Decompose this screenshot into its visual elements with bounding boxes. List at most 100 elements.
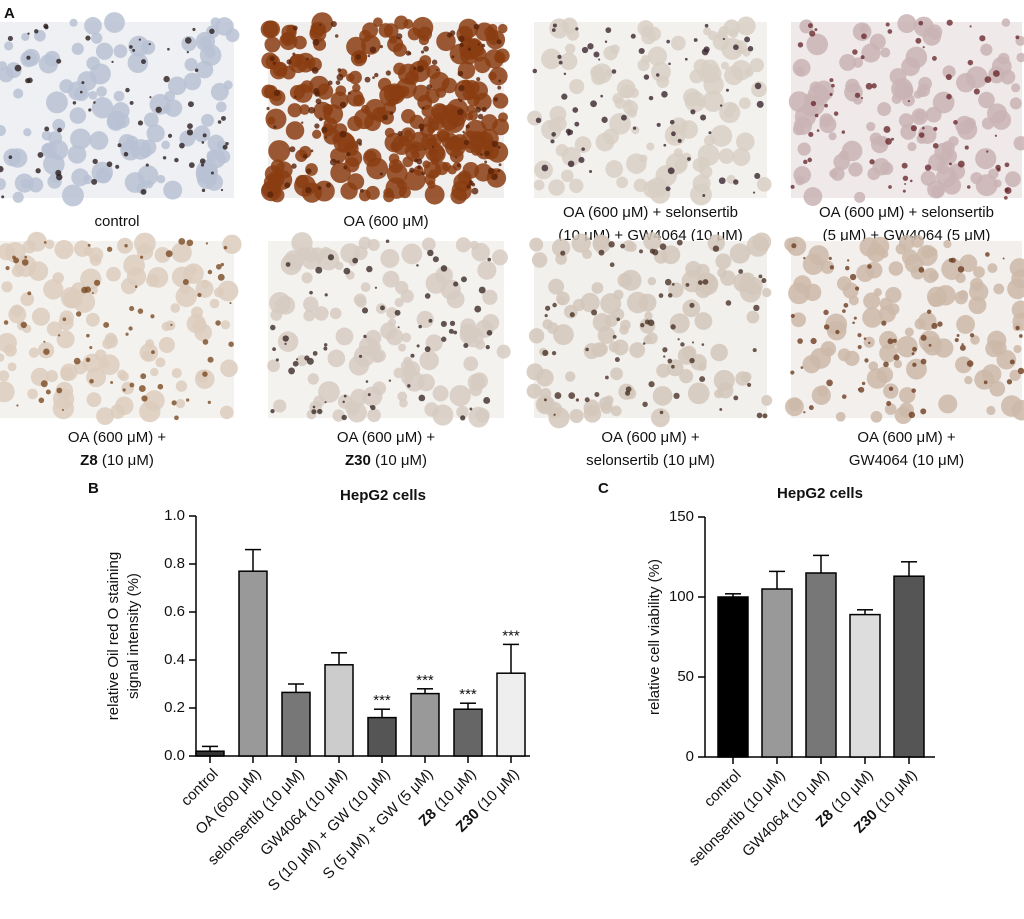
cell bbox=[898, 234, 915, 251]
droplet bbox=[221, 115, 226, 121]
droplet bbox=[697, 280, 703, 285]
cell bbox=[1001, 18, 1011, 27]
cell bbox=[749, 57, 765, 73]
cell bbox=[535, 395, 555, 415]
y-tick-label: 0.6 bbox=[164, 603, 185, 620]
droplet bbox=[598, 249, 605, 256]
droplet bbox=[803, 159, 808, 165]
droplet bbox=[719, 408, 723, 411]
micrograph bbox=[527, 16, 772, 206]
droplet bbox=[493, 97, 499, 102]
droplet bbox=[849, 273, 857, 281]
cell bbox=[27, 388, 38, 400]
droplet bbox=[202, 133, 207, 138]
cell bbox=[199, 36, 212, 49]
cell bbox=[879, 344, 898, 363]
droplet bbox=[868, 341, 871, 345]
cell bbox=[894, 81, 912, 99]
cell bbox=[639, 154, 648, 163]
droplet bbox=[881, 320, 887, 326]
cell bbox=[140, 139, 157, 155]
cell bbox=[629, 342, 646, 358]
cell bbox=[739, 97, 751, 110]
droplet bbox=[155, 106, 162, 113]
droplet bbox=[1002, 257, 1005, 260]
droplet bbox=[828, 256, 832, 261]
droplet bbox=[125, 332, 129, 336]
droplet bbox=[567, 160, 575, 168]
droplet bbox=[149, 96, 152, 99]
cell bbox=[48, 131, 63, 146]
cell bbox=[295, 174, 309, 189]
droplet bbox=[658, 293, 664, 298]
cell bbox=[274, 298, 289, 312]
droplet bbox=[167, 133, 173, 138]
cell bbox=[559, 52, 578, 71]
y-tick-label: 0.0 bbox=[164, 747, 185, 764]
cell bbox=[303, 309, 315, 322]
cell bbox=[914, 110, 926, 122]
droplet bbox=[853, 316, 857, 320]
cell bbox=[353, 245, 368, 261]
droplet bbox=[702, 279, 709, 285]
droplet bbox=[887, 338, 894, 345]
droplet bbox=[754, 172, 761, 180]
droplet bbox=[418, 123, 425, 130]
droplet bbox=[324, 293, 328, 297]
cell bbox=[955, 115, 974, 135]
cell bbox=[4, 241, 26, 263]
droplet bbox=[125, 87, 130, 93]
droplet bbox=[950, 257, 956, 263]
cell bbox=[468, 81, 489, 101]
droplet bbox=[440, 265, 448, 272]
cell bbox=[718, 148, 735, 164]
cell bbox=[417, 373, 435, 392]
droplet bbox=[456, 163, 461, 168]
cell bbox=[323, 117, 338, 132]
droplet bbox=[369, 405, 372, 408]
cell bbox=[583, 399, 601, 417]
cell bbox=[52, 118, 66, 132]
droplet bbox=[486, 330, 493, 336]
droplet bbox=[477, 43, 480, 46]
droplet bbox=[985, 252, 990, 257]
droplet bbox=[542, 349, 549, 357]
droplet bbox=[84, 286, 92, 293]
droplet bbox=[229, 302, 232, 305]
droplet bbox=[498, 163, 502, 167]
cell bbox=[60, 363, 78, 381]
droplet bbox=[171, 400, 177, 406]
droplet bbox=[106, 246, 113, 252]
droplet bbox=[369, 46, 377, 54]
droplet bbox=[162, 156, 167, 160]
droplet bbox=[141, 395, 148, 402]
droplet bbox=[948, 162, 952, 166]
droplet bbox=[329, 158, 337, 166]
cell bbox=[421, 104, 434, 118]
cell bbox=[784, 397, 804, 417]
droplet bbox=[367, 393, 371, 397]
cell bbox=[627, 108, 637, 118]
cell bbox=[388, 98, 397, 107]
cell bbox=[373, 17, 383, 28]
cell bbox=[463, 356, 479, 372]
droplet bbox=[186, 398, 190, 402]
cell bbox=[463, 327, 484, 348]
cell bbox=[1, 281, 13, 293]
droplet bbox=[16, 404, 19, 407]
cell bbox=[968, 296, 987, 315]
droplet bbox=[129, 45, 133, 49]
cell bbox=[432, 404, 454, 426]
cell bbox=[171, 242, 192, 263]
droplet bbox=[282, 335, 289, 342]
cell bbox=[435, 87, 447, 98]
droplet bbox=[920, 408, 927, 415]
cell bbox=[21, 32, 30, 41]
droplet bbox=[598, 58, 601, 61]
cell bbox=[23, 128, 32, 137]
droplet bbox=[366, 265, 373, 273]
cell bbox=[970, 277, 984, 292]
droplet bbox=[441, 336, 447, 342]
cell bbox=[450, 187, 467, 205]
bar bbox=[324, 664, 354, 757]
